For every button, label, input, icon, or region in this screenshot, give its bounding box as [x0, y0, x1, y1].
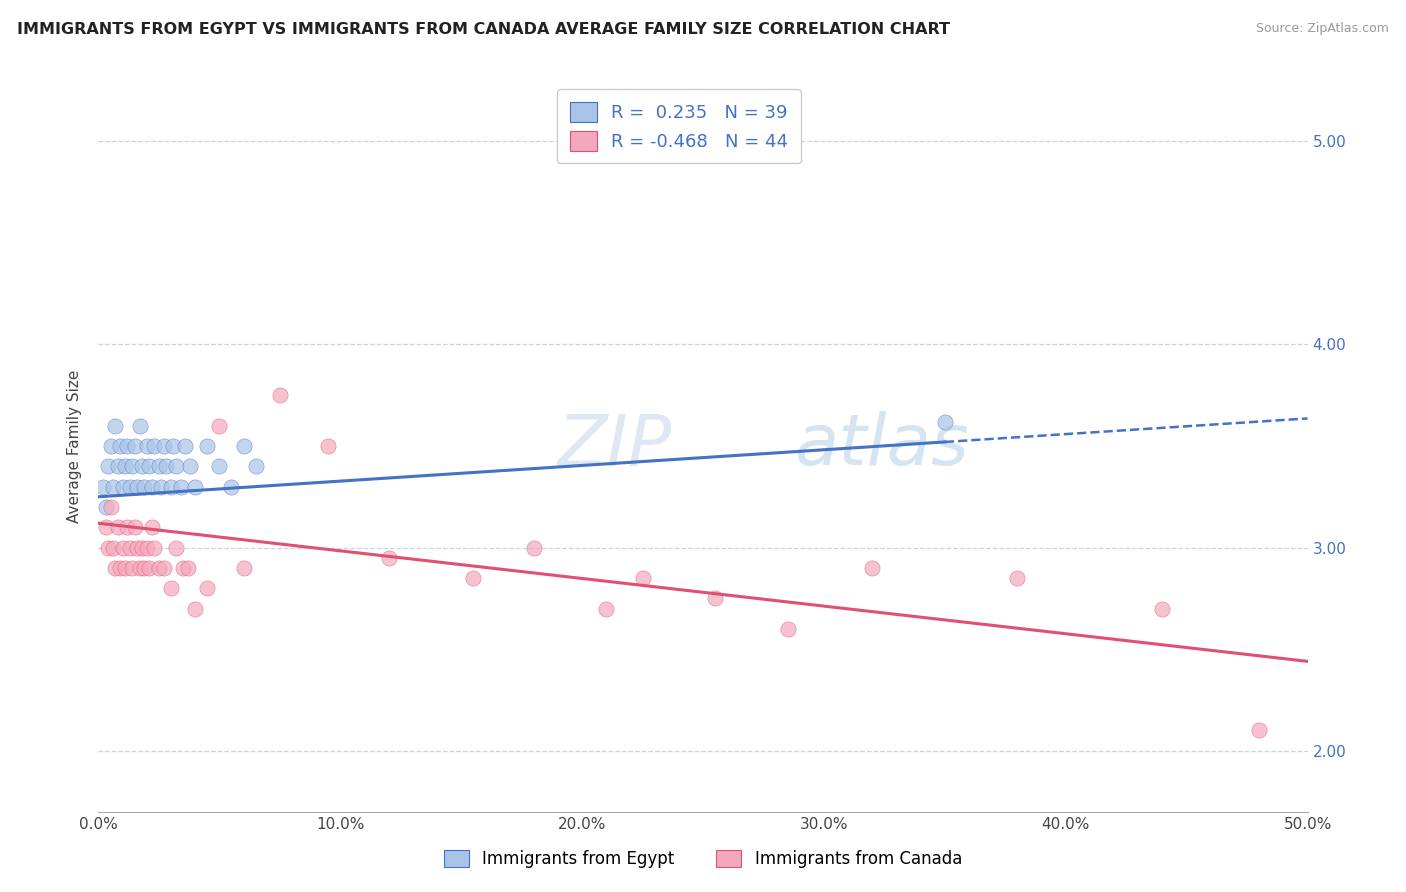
Point — [160, 480, 183, 494]
Point — [195, 439, 218, 453]
Point — [114, 459, 136, 474]
Point — [134, 561, 156, 575]
Point — [148, 459, 170, 474]
Point — [134, 480, 156, 494]
Point — [934, 415, 956, 429]
Point — [208, 459, 231, 474]
Point — [100, 439, 122, 453]
Point — [135, 541, 157, 555]
Point — [232, 561, 254, 575]
Point — [108, 561, 131, 575]
Point — [269, 388, 291, 402]
Point — [111, 480, 134, 494]
Point — [165, 541, 187, 555]
Point — [121, 561, 143, 575]
Point — [128, 561, 150, 575]
Legend: Immigrants from Egypt, Immigrants from Canada: Immigrants from Egypt, Immigrants from C… — [437, 843, 969, 875]
Point — [595, 601, 617, 615]
Point — [169, 480, 191, 494]
Point — [245, 459, 267, 474]
Point — [174, 439, 197, 453]
Point — [221, 480, 243, 494]
Text: ZIP: ZIP — [558, 411, 672, 481]
Point — [135, 439, 157, 453]
Point — [108, 439, 131, 453]
Point — [107, 520, 129, 534]
Point — [114, 561, 136, 575]
Point — [1249, 723, 1271, 738]
Point — [141, 520, 163, 534]
Point — [94, 500, 117, 514]
Text: Source: ZipAtlas.com: Source: ZipAtlas.com — [1256, 22, 1389, 36]
Point — [776, 622, 799, 636]
Point — [232, 439, 254, 453]
Point — [97, 459, 120, 474]
Point — [704, 591, 727, 606]
Point — [152, 439, 174, 453]
Point — [860, 561, 883, 575]
Point — [128, 418, 150, 433]
Point — [463, 571, 485, 585]
Point — [121, 459, 143, 474]
Point — [165, 459, 187, 474]
Point — [1007, 571, 1029, 585]
Point — [127, 480, 149, 494]
Point — [101, 480, 124, 494]
Point — [179, 459, 201, 474]
Point — [117, 520, 139, 534]
Point — [523, 541, 546, 555]
Point — [131, 459, 153, 474]
Point — [177, 561, 200, 575]
Point — [162, 439, 184, 453]
Point — [160, 581, 183, 595]
Point — [101, 541, 124, 555]
Point — [184, 601, 207, 615]
Point — [104, 561, 127, 575]
Point — [141, 480, 163, 494]
Point — [131, 541, 153, 555]
Point — [97, 541, 120, 555]
Text: IMMIGRANTS FROM EGYPT VS IMMIGRANTS FROM CANADA AVERAGE FAMILY SIZE CORRELATION : IMMIGRANTS FROM EGYPT VS IMMIGRANTS FROM… — [17, 22, 950, 37]
Point — [208, 418, 231, 433]
Point — [172, 561, 194, 575]
Point — [631, 571, 654, 585]
Point — [127, 541, 149, 555]
Point — [195, 581, 218, 595]
Point — [124, 439, 146, 453]
Point — [155, 459, 177, 474]
Point — [100, 500, 122, 514]
Point — [1152, 601, 1174, 615]
Point — [104, 418, 127, 433]
Point — [117, 439, 139, 453]
Point — [118, 541, 141, 555]
Point — [143, 541, 166, 555]
Point — [124, 520, 146, 534]
Legend: R =  0.235   N = 39, R = -0.468   N = 44: R = 0.235 N = 39, R = -0.468 N = 44 — [557, 89, 801, 163]
Point — [152, 561, 174, 575]
Point — [111, 541, 134, 555]
Point — [148, 561, 170, 575]
Point — [91, 480, 114, 494]
Point — [377, 550, 399, 565]
Point — [138, 561, 160, 575]
Point — [107, 459, 129, 474]
Point — [316, 439, 339, 453]
Point — [118, 480, 141, 494]
Point — [94, 520, 117, 534]
Text: atlas: atlas — [793, 411, 969, 481]
Point — [138, 459, 160, 474]
Point — [184, 480, 207, 494]
Point — [150, 480, 173, 494]
Point — [143, 439, 166, 453]
Y-axis label: Average Family Size: Average Family Size — [67, 369, 83, 523]
